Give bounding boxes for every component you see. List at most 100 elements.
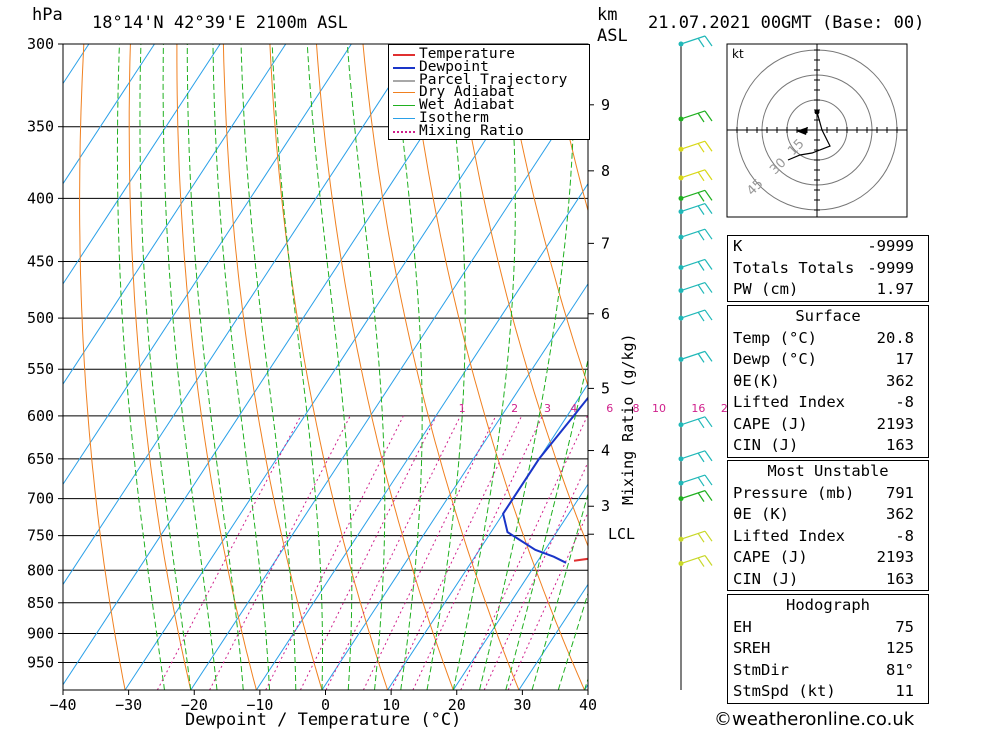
wind-barb-shaft: [680, 281, 706, 292]
surface-value: 2193: [876, 414, 914, 433]
wind-barb-flag: [697, 192, 705, 202]
mixing-ratio-line: [390, 415, 523, 690]
isotherm-line: [321, 282, 588, 690]
temperature-tick-label: −20: [181, 696, 208, 714]
pressure-tick-label: 600: [27, 407, 54, 425]
legend-item: Temperature: [389, 46, 589, 62]
isotherm-line: [63, 44, 287, 385]
lcl-label: LCL: [608, 525, 635, 543]
wind-barb-shaft: [680, 140, 706, 150]
dry-adiabat: [316, 44, 454, 690]
pressure-tick-label: 450: [27, 253, 54, 271]
surface-row: Dewp (°C) 17: [728, 349, 928, 371]
wet-adiabat: [452, 44, 516, 690]
most-unstable-title: Most Unstable: [767, 462, 889, 480]
wind-barb: [678, 530, 713, 543]
hodograph-value: 125: [886, 639, 914, 657]
surface-label: Lifted Index: [733, 393, 845, 411]
height-km-label: 9: [601, 96, 610, 114]
surface-value: 17: [895, 350, 914, 368]
wind-barb-shaft: [680, 110, 706, 120]
wind-barb: [678, 203, 713, 215]
hodograph-label: StmDir: [733, 660, 789, 679]
dry-adiabat: [128, 44, 192, 690]
pressure-tick-label: 650: [27, 450, 54, 468]
wet-adiabat: [116, 44, 165, 690]
mixing-ratio-label: 6: [606, 402, 613, 415]
height-km-label: 4: [601, 442, 610, 460]
wet-adiabat: [271, 44, 323, 690]
most-unstable-row: θE (K) 362: [728, 504, 928, 526]
hodograph-row: SREH 125: [728, 638, 928, 660]
wind-barb: [678, 258, 713, 271]
temperature-tick-label: −10: [246, 696, 273, 714]
mixing-ratio-line: [299, 415, 437, 690]
height-km-label: 6: [601, 305, 610, 323]
wind-barb-flag: [704, 416, 713, 428]
wind-barb: [678, 228, 713, 241]
legend-item: Mixing Ratio: [389, 124, 589, 138]
pressure-tick-label: 850: [27, 594, 54, 612]
temperature-tick-label: 10: [382, 696, 400, 714]
mixing-ratio-label: 2: [511, 402, 518, 415]
most-unstable-label: CIN (J): [733, 569, 799, 588]
pw-label: PW (cm): [733, 280, 799, 298]
temperature-tick-label: 30: [513, 696, 531, 714]
legend-label: Parcel Trajectory: [419, 71, 568, 88]
mixing-ratio-line: [325, 415, 461, 690]
isotherm-line: [63, 44, 155, 185]
wet-adiabat: [186, 44, 244, 690]
wind-barb-shaft: [680, 35, 706, 45]
km-unit-label: km: [597, 5, 618, 25]
legend-swatch: [393, 54, 415, 56]
legend-item: Dry Adiabat: [389, 85, 589, 100]
wind-barb-shaft: [680, 490, 706, 500]
most-unstable-row: Lifted Index -8: [728, 526, 928, 548]
mixing-ratio-line: [209, 415, 351, 690]
most-unstable-label: Lifted Index: [733, 526, 845, 545]
wind-barb: [678, 490, 713, 502]
pressure-tick-label: 750: [27, 527, 54, 545]
plot-area: [63, 44, 588, 690]
wind-barb-flag: [697, 171, 705, 182]
mixing-ratio-label: 8: [633, 402, 640, 415]
mixing-ratio-line: [483, 461, 588, 690]
pressure-tick-label: 300: [27, 35, 54, 53]
wind-barb-flag: [704, 530, 713, 542]
wind-barb-flag: [697, 205, 705, 215]
k-index-label: K: [733, 237, 743, 255]
hodograph-table-title: Hodograph: [786, 596, 870, 614]
mixing-ratio-line: [362, 415, 497, 690]
most-unstable-label: CAPE (J): [733, 548, 808, 566]
wind-barb-flag: [697, 476, 705, 487]
wet-adiabat: [240, 44, 297, 690]
pressure-tick-label: 950: [27, 653, 54, 671]
surface-value: 20.8: [876, 328, 914, 347]
credit-link[interactable]: ©weatheronline.co.uk: [714, 709, 915, 730]
hodograph-value: 11: [895, 682, 914, 700]
indices-table: K -9999 Totals Totals -9999 PW (cm) 1.97: [727, 235, 929, 302]
wind-barb-shaft: [680, 416, 706, 426]
wet-adiabat: [212, 44, 270, 690]
wet-adiabat: [505, 357, 588, 690]
wind-barb: [678, 110, 713, 123]
hodograph-row: StmDir 81°: [728, 660, 928, 682]
most-unstable-label: θE (K): [733, 505, 789, 523]
legend-swatch: [393, 118, 415, 119]
legend-label: Temperature: [419, 46, 516, 62]
wind-barb-shaft: [680, 203, 706, 213]
legend-swatch: [393, 130, 415, 133]
pressure-unit-label: hPa: [32, 5, 63, 25]
totals-totals-value: -9999: [867, 258, 914, 277]
hodograph-label: EH: [733, 617, 752, 636]
wind-barb-shaft: [680, 228, 706, 238]
wind-barb-flag: [697, 142, 705, 153]
mixing-ratio-axis-title: Mixing Ratio (g/kg): [619, 333, 637, 505]
k-index-value: -9999: [867, 237, 914, 255]
most-unstable-label: Pressure (mb): [733, 483, 855, 502]
hodograph-table: Hodograph EH 75 SREH 125 StmDir 81° StmSpd (kt…: [727, 594, 929, 704]
wind-barb: [678, 416, 713, 429]
wind-barb: [678, 140, 713, 153]
mixing-ratio-label: 4: [570, 402, 577, 415]
wind-barb-shaft: [680, 169, 706, 179]
